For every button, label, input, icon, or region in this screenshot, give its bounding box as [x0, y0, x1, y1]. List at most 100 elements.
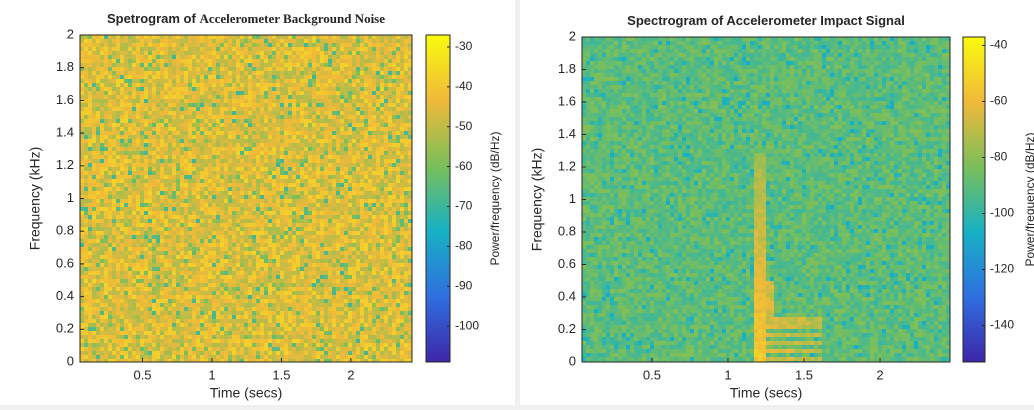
pixel	[292, 111, 296, 115]
pixel	[232, 171, 236, 175]
pixel	[320, 255, 324, 259]
pixel	[160, 327, 164, 331]
pixel	[100, 123, 104, 127]
pixel	[176, 87, 180, 91]
pixel	[272, 67, 276, 71]
pixel	[312, 63, 316, 67]
pixel	[244, 147, 248, 151]
pixel	[320, 191, 324, 195]
pixel	[128, 199, 132, 203]
pixel	[80, 287, 84, 291]
pixel	[268, 231, 272, 235]
pixel	[148, 203, 152, 207]
pixel	[144, 79, 148, 83]
pixel	[248, 83, 252, 87]
pixel	[268, 327, 272, 331]
pixel	[248, 87, 252, 91]
pixel	[204, 207, 208, 211]
pixel	[320, 239, 324, 243]
pixel	[176, 111, 180, 115]
pixel	[96, 235, 100, 239]
pixel	[304, 155, 308, 159]
pixel	[216, 75, 220, 79]
pixel	[268, 243, 272, 247]
pixel	[188, 167, 192, 171]
pixel	[292, 43, 296, 47]
pixel	[80, 283, 84, 287]
pixel	[288, 175, 292, 179]
pixel	[92, 79, 96, 83]
pixel	[300, 239, 304, 243]
pixel	[80, 135, 84, 139]
pixel	[236, 283, 240, 287]
pixel	[144, 87, 148, 91]
pixel	[176, 143, 180, 147]
pixel	[300, 279, 304, 283]
pixel	[128, 191, 132, 195]
pixel	[156, 227, 160, 231]
pixel	[92, 343, 96, 347]
pixel	[316, 211, 320, 215]
pixel	[284, 295, 288, 299]
pixel	[240, 111, 244, 115]
pixel	[152, 323, 156, 327]
pixel	[264, 135, 268, 139]
pixel	[188, 307, 192, 311]
pixel	[176, 191, 180, 195]
pixel	[276, 59, 280, 63]
pixel	[100, 103, 104, 107]
pixel	[280, 163, 284, 167]
pixel	[264, 75, 268, 79]
pixel	[304, 347, 308, 351]
pixel	[208, 267, 212, 271]
pixel	[136, 83, 140, 87]
pixel	[232, 331, 236, 335]
pixel	[248, 323, 252, 327]
pixel	[84, 191, 88, 195]
pixel	[220, 55, 224, 59]
pixel	[308, 107, 312, 111]
pixel	[172, 35, 176, 39]
pixel	[240, 295, 244, 299]
pixel	[276, 167, 280, 171]
pixel	[232, 71, 236, 75]
pixel	[236, 299, 240, 303]
pixel	[224, 287, 228, 291]
pixel	[264, 167, 268, 171]
pixel	[256, 211, 260, 215]
pixel	[112, 119, 116, 123]
pixel	[148, 147, 152, 151]
pixel	[292, 155, 296, 159]
pixel	[152, 187, 156, 191]
pixel	[88, 271, 92, 275]
pixel	[192, 295, 196, 299]
pixel	[140, 59, 144, 63]
pixel	[144, 63, 148, 67]
pixel	[288, 223, 292, 227]
pixel	[248, 51, 252, 55]
pixel	[168, 135, 172, 139]
pixel	[292, 183, 296, 187]
pixel	[304, 127, 308, 131]
pixel	[164, 83, 168, 87]
pixel	[116, 219, 120, 223]
pixel	[312, 159, 316, 163]
pixel	[232, 271, 236, 275]
pixel	[100, 347, 104, 351]
pixel	[204, 187, 208, 191]
pixel	[88, 335, 92, 339]
pixel	[288, 79, 292, 83]
pixel	[80, 291, 84, 295]
pixel	[112, 215, 116, 219]
pixel	[304, 279, 308, 283]
pixel	[244, 247, 248, 251]
pixel	[152, 35, 156, 39]
pixel	[80, 271, 84, 275]
pixel	[220, 299, 224, 303]
pixel	[104, 195, 108, 199]
pixel	[300, 203, 304, 207]
pixel	[108, 39, 112, 43]
pixel	[188, 95, 192, 99]
pixel	[112, 267, 116, 271]
pixel	[156, 263, 160, 267]
